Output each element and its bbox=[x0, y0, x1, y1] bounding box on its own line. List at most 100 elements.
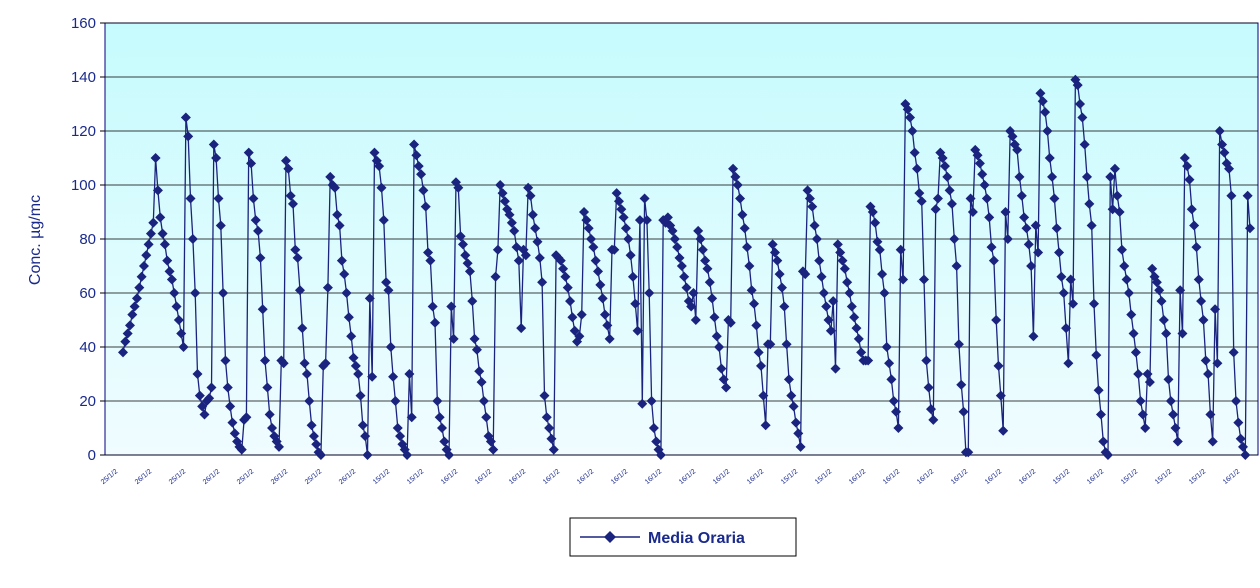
data-point-264 bbox=[732, 180, 743, 190]
data-point-113 bbox=[381, 277, 392, 288]
data-point-444 bbox=[1151, 277, 1162, 288]
data-point-78 bbox=[299, 358, 310, 369]
data-point-27 bbox=[180, 112, 191, 123]
data-point-119 bbox=[395, 431, 406, 442]
data-point-215 bbox=[618, 212, 629, 223]
data-point-464 bbox=[1198, 315, 1209, 325]
y-tick-label-7: 140 bbox=[71, 69, 96, 86]
data-point-353 bbox=[939, 161, 950, 172]
data-point-482 bbox=[1240, 450, 1251, 460]
data-point-147 bbox=[460, 250, 471, 261]
data-point-479 bbox=[1233, 417, 1244, 428]
data-point-73 bbox=[287, 198, 298, 209]
data-point-252 bbox=[704, 277, 715, 288]
data-point-339 bbox=[907, 126, 918, 136]
data-point-326 bbox=[877, 269, 888, 280]
data-point-88 bbox=[322, 282, 333, 293]
data-point-465 bbox=[1200, 355, 1211, 366]
data-point-40 bbox=[211, 153, 222, 163]
data-point-421 bbox=[1098, 436, 1109, 447]
data-point-150 bbox=[467, 296, 478, 307]
data-point-397 bbox=[1042, 126, 1053, 136]
data-point-177 bbox=[530, 223, 541, 234]
data-point-256 bbox=[714, 342, 725, 352]
data-point-475 bbox=[1224, 163, 1235, 174]
data-point-196 bbox=[574, 331, 585, 342]
data-point-28 bbox=[183, 131, 194, 142]
data-point-179 bbox=[534, 252, 545, 263]
data-point-133 bbox=[427, 301, 438, 312]
data-point-56 bbox=[248, 193, 259, 204]
data-point-191 bbox=[562, 282, 573, 293]
data-point-322 bbox=[867, 207, 878, 217]
data-point-337 bbox=[902, 104, 913, 115]
data-point-294 bbox=[802, 185, 813, 196]
data-point-408 bbox=[1068, 298, 1079, 309]
data-point-132 bbox=[425, 255, 436, 266]
data-point-342 bbox=[914, 188, 925, 199]
data-point-153 bbox=[474, 366, 485, 377]
data-point-108 bbox=[369, 147, 380, 158]
y-axis-title: Conc. µg/mc bbox=[27, 195, 44, 285]
data-point-477 bbox=[1228, 347, 1239, 358]
data-point-438 bbox=[1137, 409, 1148, 420]
data-point-161 bbox=[492, 244, 503, 255]
data-point-282 bbox=[774, 269, 785, 280]
data-point-305 bbox=[828, 296, 839, 307]
data-point-455 bbox=[1177, 328, 1188, 339]
data-point-197 bbox=[576, 309, 587, 320]
data-point-218 bbox=[625, 250, 636, 261]
data-point-134 bbox=[430, 317, 441, 328]
data-point-152 bbox=[471, 344, 482, 355]
data-point-354 bbox=[942, 171, 953, 182]
y-axis-ticks: 0 20 40 60 80 100 120 140 160 bbox=[71, 15, 105, 464]
data-point-315 bbox=[851, 323, 862, 334]
data-point-189 bbox=[558, 263, 569, 274]
data-point-343 bbox=[916, 196, 927, 207]
data-point-434 bbox=[1128, 328, 1139, 339]
data-point-263 bbox=[730, 171, 741, 182]
data-point-141 bbox=[446, 301, 457, 312]
data-point-454 bbox=[1175, 285, 1186, 296]
data-point-99 bbox=[348, 352, 359, 363]
data-point-367 bbox=[972, 150, 983, 161]
data-point-291 bbox=[795, 441, 806, 452]
data-point-199 bbox=[581, 215, 592, 226]
data-point-116 bbox=[388, 371, 399, 382]
x-tick-label-13: 16/1/2 bbox=[542, 468, 561, 486]
data-point-155 bbox=[478, 396, 489, 406]
data-point-297 bbox=[809, 220, 820, 231]
y-tick-label-0: 0 bbox=[88, 447, 96, 464]
data-point-123 bbox=[404, 369, 415, 379]
data-point-23 bbox=[171, 301, 182, 312]
data-point-423 bbox=[1102, 450, 1113, 460]
data-point-8 bbox=[136, 271, 147, 282]
data-point-476 bbox=[1226, 190, 1237, 201]
data-point-285 bbox=[781, 339, 792, 350]
data-point-166 bbox=[504, 209, 515, 220]
data-point-228 bbox=[648, 423, 659, 433]
data-point-212 bbox=[611, 188, 622, 199]
data-point-402 bbox=[1054, 247, 1065, 258]
x-tick-label-9: 15/1/2 bbox=[406, 468, 425, 486]
data-point-122 bbox=[402, 450, 413, 460]
data-point-137 bbox=[437, 423, 448, 433]
data-point-16 bbox=[155, 212, 166, 223]
data-point-385 bbox=[1014, 171, 1025, 182]
data-point-188 bbox=[555, 255, 566, 266]
data-point-238 bbox=[672, 242, 683, 253]
data-point-404 bbox=[1058, 288, 1069, 298]
data-point-229 bbox=[651, 436, 662, 447]
data-point-164 bbox=[499, 196, 510, 207]
data-point-25 bbox=[176, 328, 187, 339]
x-tick-label-32: 15/1/2 bbox=[1188, 468, 1207, 486]
data-point-463 bbox=[1196, 296, 1207, 307]
data-point-447 bbox=[1158, 315, 1169, 325]
data-point-484 bbox=[1245, 223, 1255, 234]
data-point-219 bbox=[627, 271, 638, 282]
data-point-371 bbox=[981, 193, 992, 204]
data-point-480 bbox=[1235, 433, 1246, 444]
data-point-110 bbox=[374, 161, 385, 172]
data-point-283 bbox=[776, 282, 787, 293]
x-tick-label-7: 26/1/2 bbox=[338, 468, 357, 486]
